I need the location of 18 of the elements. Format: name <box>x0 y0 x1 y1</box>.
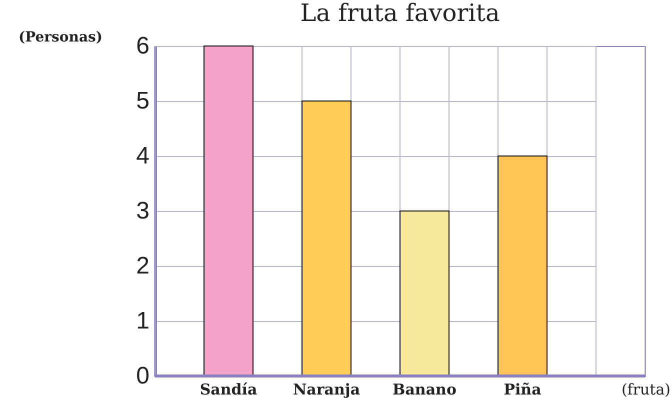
bar <box>400 210 450 376</box>
x-tick-label: Piña <box>504 380 542 398</box>
chart-title: La fruta favorita <box>300 0 500 27</box>
bar <box>302 100 352 376</box>
bar <box>498 156 548 376</box>
y-tick-label: 2 <box>136 252 150 280</box>
x-axis-title: (fruta) <box>621 380 670 398</box>
y-tick-label: 4 <box>136 142 150 170</box>
y-tick-label: 6 <box>136 32 150 60</box>
y-tick-label: 3 <box>136 198 150 224</box>
y-axis-title: (Personas) <box>18 30 103 46</box>
y-tick-label: 1 <box>136 308 150 334</box>
y-tick-label: 0 <box>136 362 150 390</box>
y-tick-label: 5 <box>136 88 150 114</box>
bar <box>204 46 254 376</box>
x-tick-label: Sandía <box>200 380 258 398</box>
x-tick-label: Naranja <box>292 380 360 398</box>
x-tick-label: Banano <box>392 380 456 398</box>
